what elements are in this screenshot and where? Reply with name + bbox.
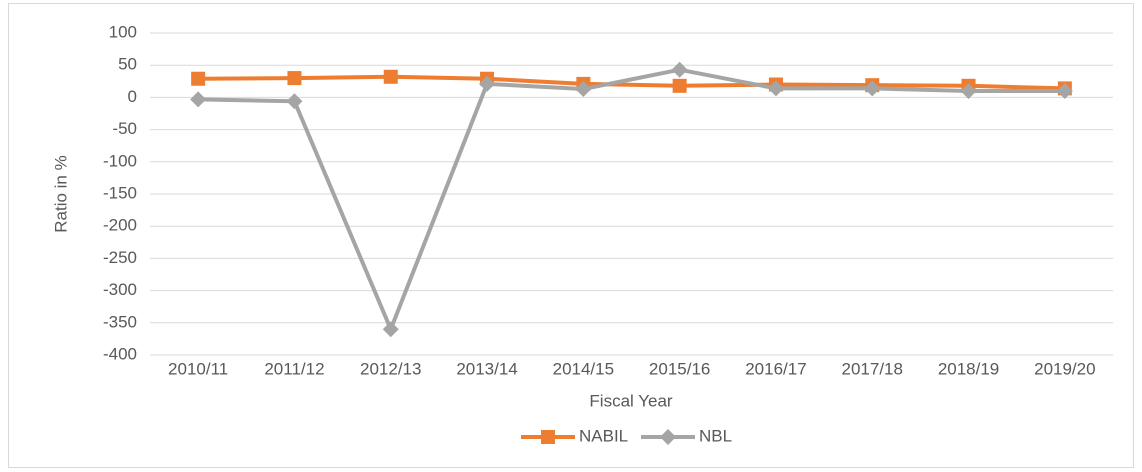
data-point	[672, 78, 687, 93]
x-tick-label: 2019/20	[1034, 359, 1095, 378]
data-point	[767, 80, 784, 97]
legend-marker	[541, 430, 555, 444]
y-tick-label: 0	[128, 87, 137, 106]
x-tick-label: 2016/17	[745, 359, 806, 378]
y-tick-label: 100	[109, 22, 137, 41]
series-line	[198, 67, 1065, 332]
data-point	[190, 91, 207, 108]
y-tick-label: -200	[103, 216, 137, 235]
data-point	[286, 93, 303, 110]
data-point	[1056, 82, 1073, 99]
chart-frame	[8, 3, 1134, 468]
legend-label: NBL	[699, 426, 732, 445]
x-tick-label: 2013/14	[456, 359, 517, 378]
x-tick-label: 2018/19	[938, 359, 999, 378]
y-tick-label: -100	[103, 151, 137, 170]
data-point	[479, 75, 496, 92]
y-tick-label: 50	[118, 55, 137, 74]
data-point	[383, 69, 398, 84]
y-tick-label: -400	[103, 344, 137, 363]
legend-item: NABIL	[521, 426, 628, 445]
y-axis-title: Ratio in %	[51, 155, 70, 232]
x-axis-title: Fiscal Year	[589, 391, 672, 410]
series-line	[198, 74, 1065, 91]
data-point	[671, 61, 688, 78]
x-tick-label: 2017/18	[842, 359, 903, 378]
legend-item: NBL	[641, 426, 732, 445]
y-tick-label: -50	[112, 119, 137, 138]
x-tick-label: 2011/12	[264, 359, 324, 378]
data-point	[191, 71, 206, 86]
data-point	[287, 71, 302, 86]
x-tick-label: 2010/11	[168, 359, 228, 378]
legend-marker	[660, 429, 676, 445]
data-point	[575, 81, 592, 98]
y-tick-label: -350	[103, 312, 137, 331]
data-point	[864, 80, 881, 97]
data-point	[960, 82, 977, 99]
y-tick-label: -300	[103, 280, 137, 299]
x-tick-label: 2015/16	[649, 359, 710, 378]
x-tick-label: 2012/13	[360, 359, 421, 378]
data-point	[382, 321, 399, 338]
y-tick-label: -150	[103, 183, 137, 202]
legend-label: NABIL	[579, 426, 628, 445]
y-tick-label: -250	[103, 248, 137, 267]
x-tick-label: 2014/15	[553, 359, 614, 378]
